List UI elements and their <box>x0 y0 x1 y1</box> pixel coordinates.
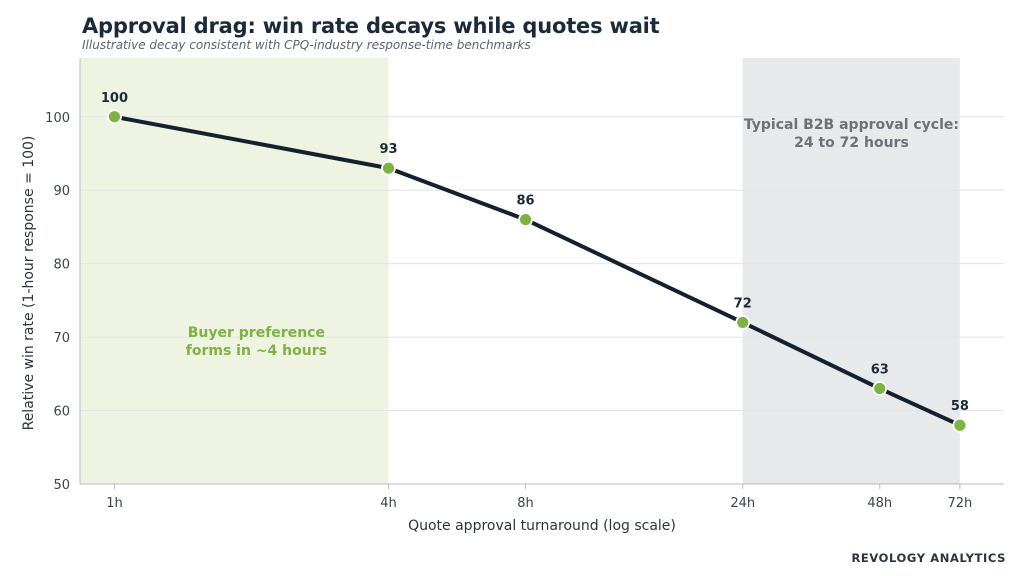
approval-band-label: Typical B2B approval cycle: <box>744 117 959 133</box>
chart-subtitle: Illustrative decay consistent with CPQ-i… <box>82 38 531 52</box>
series: 100 93 86 72 63 58 <box>101 91 969 433</box>
x-tick-label: 48h <box>867 496 892 511</box>
axes: 50 60 70 80 90 100 1h 4h 8h 24h 48h 72h <box>45 58 1004 511</box>
x-tick-label: 24h <box>730 496 755 511</box>
data-point <box>952 417 968 433</box>
y-tick-label: 60 <box>53 405 70 420</box>
data-label: 100 <box>101 91 128 106</box>
data-label: 58 <box>951 399 969 414</box>
y-tick-label: 100 <box>45 111 70 126</box>
band-labels: Buyer preference forms in ~4 hours Typical… <box>186 117 959 359</box>
data-label: 63 <box>871 363 889 378</box>
x-tick-label: 72h <box>947 496 972 511</box>
data-label: 72 <box>734 296 752 311</box>
x-tick-label: 1h <box>106 496 123 511</box>
y-tick-label: 90 <box>53 184 70 199</box>
early-band-label: forms in ~4 hours <box>186 343 327 359</box>
early-band-label: Buyer preference <box>188 325 325 341</box>
approval-band-label: 24 to 72 hours <box>794 135 909 151</box>
approval-cycle-band <box>742 58 960 484</box>
x-tick-label: 4h <box>380 496 397 511</box>
highlight-bands <box>80 58 960 484</box>
data-point <box>872 381 888 396</box>
early-window-band <box>80 58 389 484</box>
x-axis-label: Quote approval turnaround (log scale) <box>408 518 676 534</box>
series-line <box>112 114 962 428</box>
y-tick-label: 70 <box>53 331 70 346</box>
data-point <box>107 109 122 125</box>
data-point <box>381 160 396 176</box>
data-label: 93 <box>379 142 397 157</box>
data-label: 86 <box>516 194 534 209</box>
data-point <box>735 315 751 330</box>
y-axis-label: Relative win rate (1-hour response = 100… <box>21 136 37 431</box>
chart-title: Approval drag: win rate decays while quo… <box>82 14 660 38</box>
x-tick-label: 8h <box>517 496 534 511</box>
data-point <box>518 212 533 227</box>
y-tick-label: 50 <box>53 478 70 493</box>
brand-logo-text: REVOLOGY ANALYTICS <box>851 551 1006 565</box>
y-tick-label: 80 <box>53 258 70 273</box>
